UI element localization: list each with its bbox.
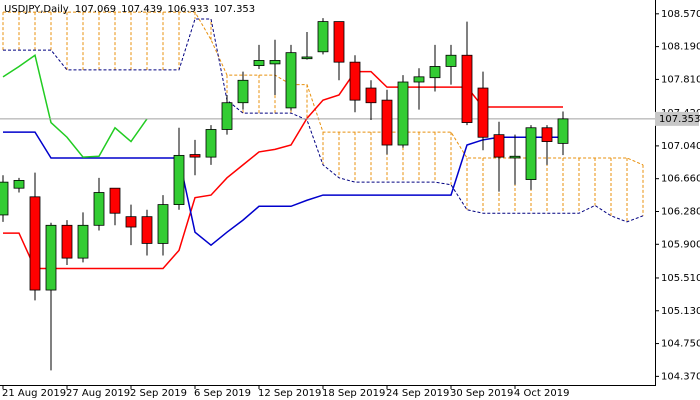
y-tick-label: 108.190 [661,42,700,53]
candle-body [0,181,9,216]
candle-body [541,127,553,142]
x-tick-label: 12 Sep 2019 [258,388,321,399]
y-tick-label: 104.750 [661,339,700,350]
candle-body [269,60,281,65]
x-tick-label: 30 Sep 2019 [450,388,513,399]
candle-body [301,56,313,60]
candle-body [205,129,217,158]
x-tick-label: 24 Sep 2019 [386,388,449,399]
candle-body [525,127,537,180]
candle-body [381,99,393,146]
candle-body [45,224,57,291]
header-value: 107.069 [75,4,116,15]
candle-body [349,61,361,101]
y-tick-label: 106.280 [661,206,700,217]
y-tick-label: 106.660 [661,174,700,185]
candle-body [253,60,265,67]
indicator-line [3,18,644,223]
candle-body [413,76,425,83]
indicator-line [3,131,563,247]
header-value: 107.439 [121,4,162,15]
candle-body [109,187,121,214]
candle-body [477,87,489,138]
candle-body [445,54,457,67]
x-tick-label: 6 Sep 2019 [194,388,251,399]
header: USDJPY,Daily 107.069 107.439 106.933 107.35… [4,4,255,15]
candle-body [77,224,89,259]
candle-body [29,196,41,291]
chart-title: USDJPY,Daily [4,4,69,15]
x-tick-label: 18 Sep 2019 [322,388,385,399]
candle-body [13,180,25,189]
candle-body [557,118,569,144]
candle-body [141,216,153,244]
indicator-line [3,11,644,166]
candle-body [221,102,233,130]
candle-body [461,54,473,123]
y-tick-label: 104.370 [661,371,700,382]
candle-body [429,66,441,79]
candle-body [397,81,409,146]
price-label: 107.353 [659,114,700,125]
x-tick-label: 21 Aug 2019 [2,388,66,399]
y-tick-label: 105.510 [661,273,700,284]
candle-body [509,155,521,159]
x-tick-label: 27 Aug 2019 [66,388,130,399]
candle-body [365,87,377,104]
plot-area [0,11,655,371]
candle-body [237,79,249,104]
indicator-line [2,53,148,158]
candle-body [157,204,169,244]
candle-body [285,52,297,109]
y-tick-label: 107.040 [661,141,700,152]
candle-body [125,216,137,228]
y-tick-label: 105.130 [661,306,700,317]
y-tick-label: 107.810 [661,74,700,85]
x-tick-label: 4 Oct 2019 [514,388,569,399]
candle-body [93,192,105,226]
candle-body [317,21,329,53]
header-value: 106.933 [167,4,208,15]
y-tick-label: 108.570 [661,9,700,20]
candle-body [173,154,185,205]
header-value: 107.353 [214,4,255,15]
candle-body [61,224,73,259]
candle-body [189,154,201,158]
candle-body [333,21,345,63]
x-tick-label: 2 Sep 2019 [130,388,187,399]
candle-body [493,134,505,158]
price-label-box [655,111,699,126]
y-tick-label: 105.900 [661,239,700,250]
